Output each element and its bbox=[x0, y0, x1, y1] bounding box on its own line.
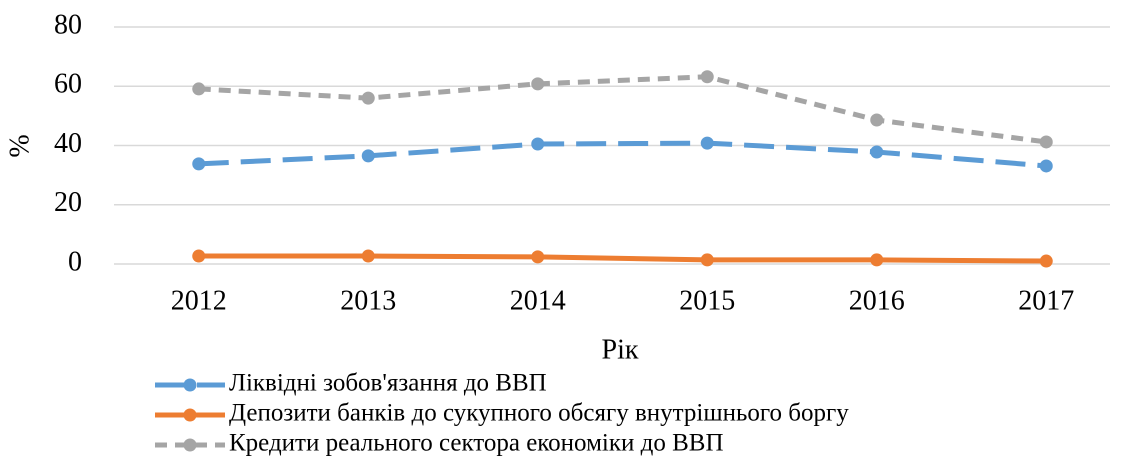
x-tick-label: 2017 bbox=[1018, 285, 1074, 316]
series-line bbox=[198, 253, 1047, 264]
data-point bbox=[700, 136, 714, 150]
legend-label: Ліквідні зобов'язання до ВВП bbox=[229, 370, 547, 397]
data-point bbox=[1039, 254, 1053, 268]
data-point bbox=[192, 82, 206, 96]
data-point bbox=[361, 249, 375, 263]
x-axis-title: Рік bbox=[602, 334, 639, 365]
data-point bbox=[531, 137, 545, 151]
legend-marker bbox=[183, 408, 197, 422]
data-point bbox=[1039, 159, 1053, 173]
x-tick-label: 2012 bbox=[171, 285, 227, 316]
legend-marker bbox=[183, 438, 197, 452]
data-point bbox=[192, 157, 206, 171]
x-tick-label: 2016 bbox=[849, 285, 905, 316]
data-point bbox=[531, 77, 545, 91]
legend-marker bbox=[183, 378, 197, 392]
y-tick-label: 80 bbox=[54, 9, 82, 40]
x-tick-label: 2015 bbox=[679, 285, 735, 316]
data-point bbox=[870, 253, 884, 267]
y-axis-title: % bbox=[4, 134, 35, 157]
y-tick-label: 20 bbox=[54, 187, 82, 218]
series-line bbox=[198, 140, 1047, 169]
data-point bbox=[531, 250, 545, 264]
legend-label: Кредити реального сектора економіки до В… bbox=[229, 430, 724, 457]
legend-label: Депозити банків до сукупного обсягу внут… bbox=[229, 400, 849, 427]
data-point bbox=[361, 149, 375, 163]
x-tick-label: 2013 bbox=[340, 285, 396, 316]
data-point bbox=[870, 145, 884, 159]
data-point bbox=[192, 249, 206, 263]
y-tick-label: 0 bbox=[68, 246, 82, 277]
y-tick-label: 40 bbox=[54, 128, 82, 159]
data-point bbox=[700, 70, 714, 84]
data-point bbox=[361, 91, 375, 105]
data-point bbox=[700, 253, 714, 267]
data-point bbox=[870, 113, 884, 127]
y-tick-label: 60 bbox=[54, 69, 82, 100]
series-line bbox=[198, 74, 1047, 145]
data-point bbox=[1039, 135, 1053, 149]
x-tick-label: 2014 bbox=[510, 285, 566, 316]
